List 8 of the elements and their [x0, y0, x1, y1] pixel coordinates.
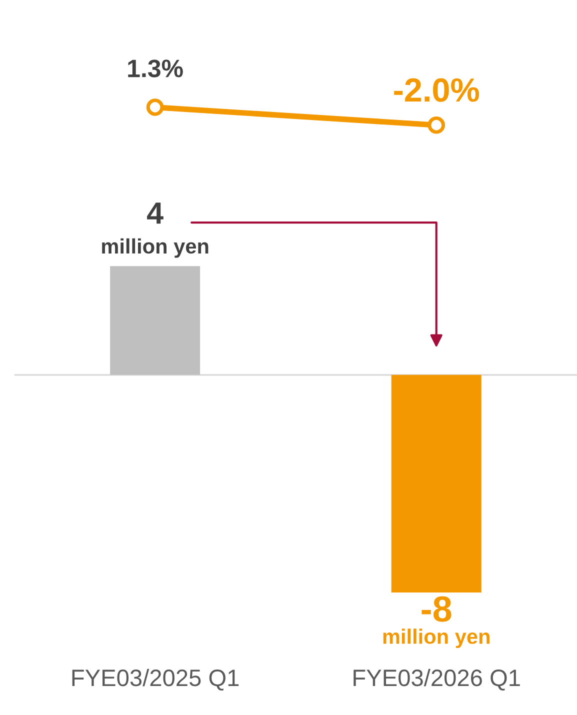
data-label: -8 — [422, 596, 452, 622]
x-tick-label: FYE03/2025 Q1 — [72, 668, 239, 690]
data-label: 4 — [147, 202, 164, 224]
x-tick-label: FYE03/2026 Q1 — [354, 668, 520, 690]
data-label: -2.0% — [394, 78, 480, 102]
data-label: 1.3% — [128, 60, 183, 78]
annotation: million yen — [102, 238, 208, 258]
annotation: million yen — [383, 628, 490, 648]
